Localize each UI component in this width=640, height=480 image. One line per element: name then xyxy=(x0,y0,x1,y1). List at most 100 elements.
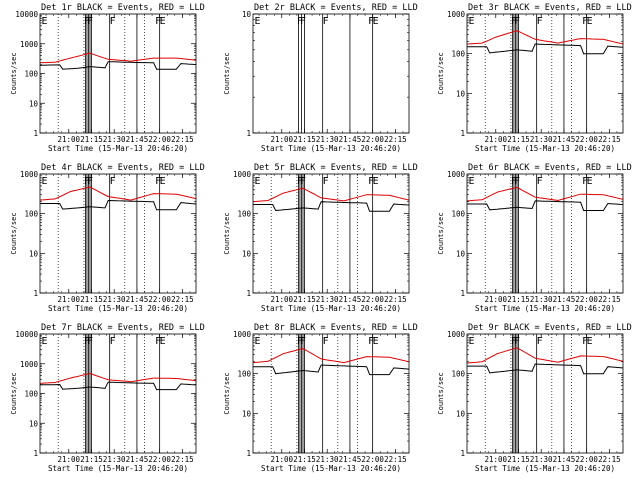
x-tick-label: 22:15 xyxy=(171,295,194,304)
x-tick-label: 21:45 xyxy=(553,295,576,304)
flag-label: E xyxy=(160,336,166,347)
flag-label: F xyxy=(514,176,520,187)
x-axis-title: Start Time (15-Mar-13 20:46:20) xyxy=(475,144,615,153)
series-lld-line xyxy=(39,186,197,201)
x-tick-label: 22:00 xyxy=(361,295,384,304)
x-tick-label: 21:15 xyxy=(80,455,103,464)
flag-label: F xyxy=(537,176,543,187)
x-tick-label: 21:15 xyxy=(80,295,103,304)
x-tick-label: 21:15 xyxy=(507,135,530,144)
flag-label: F xyxy=(537,16,543,27)
x-tick-label: 21:30 xyxy=(316,135,339,144)
y-tick-label: 100 xyxy=(237,370,251,379)
x-tick-label: 22:00 xyxy=(361,135,384,144)
y-tick-label: 1 xyxy=(460,129,465,138)
flag-label: E xyxy=(469,336,475,347)
detector-panel-6: Det 6r BLACK = Events, RED = LLD 1 10 100 10… xyxy=(437,163,632,313)
series-lld-line xyxy=(466,30,624,45)
x-tick-label: 21:30 xyxy=(316,455,339,464)
series-lld-line xyxy=(252,187,410,203)
detector-panel-7: Det 7r BLACK = Events, RED = LLD 1 10 100 10… xyxy=(10,323,205,473)
y-tick-label: 10 xyxy=(242,10,252,19)
x-tick-label: 22:00 xyxy=(575,295,598,304)
series-lld-line xyxy=(466,347,624,364)
flag-label: F xyxy=(110,336,116,347)
y-axis-title: Counts/sec xyxy=(10,52,18,94)
x-tick-label: 21:00 xyxy=(270,295,293,304)
plot-frame xyxy=(39,333,197,454)
x-tick-label: 22:00 xyxy=(575,135,598,144)
detector-panel-2: Det 2r BLACK = Events, RED = LLD 1 10 21:00… xyxy=(223,3,418,153)
x-tick-label: 22:15 xyxy=(598,295,621,304)
flag-label: E xyxy=(587,336,593,347)
detector-panel-8: Det 8r BLACK = Events, RED = LLD 1 10 100 10… xyxy=(223,323,418,473)
flag-label: F xyxy=(323,176,329,187)
y-tick-label: 10 xyxy=(242,249,252,258)
x-tick-label: 21:00 xyxy=(57,135,80,144)
plot-frame xyxy=(39,173,197,294)
series-events-line xyxy=(467,200,624,211)
x-tick-label: 22:15 xyxy=(171,135,194,144)
x-tick-label: 21:00 xyxy=(484,135,507,144)
panel-title: Det 8r BLACK = Events, RED = LLD xyxy=(254,323,418,333)
y-tick-label: 1000 xyxy=(447,10,466,19)
series-lld-line xyxy=(466,186,624,202)
flag-label: E xyxy=(255,336,261,347)
y-axis-title: Counts/sec xyxy=(10,212,18,254)
panel-title: Det 3r BLACK = Events, RED = LLD xyxy=(468,3,632,13)
x-tick-label: 21:15 xyxy=(507,295,530,304)
x-tick-label: 21:00 xyxy=(484,455,507,464)
x-tick-label: 21:45 xyxy=(553,135,576,144)
plot-frame xyxy=(252,333,410,454)
x-tick-label: 21:30 xyxy=(316,295,339,304)
y-tick-label: 100 xyxy=(451,210,465,219)
flag-label: F xyxy=(84,336,90,347)
y-tick-label: 100 xyxy=(237,210,251,219)
x-tick-label: 21:45 xyxy=(126,135,149,144)
y-tick-label: 1 xyxy=(246,289,251,298)
flag-label: E xyxy=(160,16,166,27)
x-tick-label: 21:45 xyxy=(339,135,362,144)
plot-frame xyxy=(466,333,624,454)
y-tick-label: 10 xyxy=(29,419,39,428)
x-tick-label: 22:15 xyxy=(598,135,621,144)
flag-label: F xyxy=(84,176,90,187)
x-tick-label: 22:15 xyxy=(384,455,407,464)
x-axis-title: Start Time (15-Mar-13 20:46:20) xyxy=(48,464,188,473)
x-tick-label: 22:15 xyxy=(171,455,194,464)
y-tick-label: 10 xyxy=(29,249,39,258)
x-tick-label: 21:30 xyxy=(530,295,553,304)
flag-label: F xyxy=(84,16,90,27)
x-tick-label: 21:00 xyxy=(57,295,80,304)
panel-title: Det 4r BLACK = Events, RED = LLD xyxy=(41,163,205,173)
y-axis-title: Counts/sec xyxy=(437,52,445,94)
x-tick-label: 21:45 xyxy=(339,455,362,464)
x-axis-title: Start Time (15-Mar-13 20:46:20) xyxy=(261,304,401,313)
x-tick-label: 21:00 xyxy=(57,455,80,464)
x-tick-label: 21:30 xyxy=(103,295,126,304)
flag-label: E xyxy=(373,336,379,347)
flag-label: F xyxy=(514,16,520,27)
flag-label: F xyxy=(323,336,329,347)
x-tick-label: 21:15 xyxy=(293,455,316,464)
series-events-line xyxy=(253,201,410,212)
series-events-line xyxy=(467,43,624,55)
flag-label: F xyxy=(582,336,588,347)
flag-label: F xyxy=(300,16,306,27)
flag-label: E xyxy=(373,16,379,27)
y-axis-title: Counts/sec xyxy=(437,372,445,414)
x-tick-label: 22:00 xyxy=(148,135,171,144)
y-tick-label: 100 xyxy=(24,390,38,399)
y-tick-label: 10 xyxy=(456,249,466,258)
flag-label: F xyxy=(511,176,517,187)
series-events-line xyxy=(467,363,624,375)
flag-label: F xyxy=(87,336,93,347)
y-tick-label: 1000 xyxy=(233,170,252,179)
series-events-line xyxy=(253,364,410,376)
flag-label: F xyxy=(368,16,374,27)
y-tick-label: 100 xyxy=(24,210,38,219)
flag-label: E xyxy=(255,16,261,27)
detector-panel-1: Det 1r BLACK = Events, RED = LLD 1 10 100 10… xyxy=(10,3,205,153)
x-tick-label: 21:45 xyxy=(339,295,362,304)
